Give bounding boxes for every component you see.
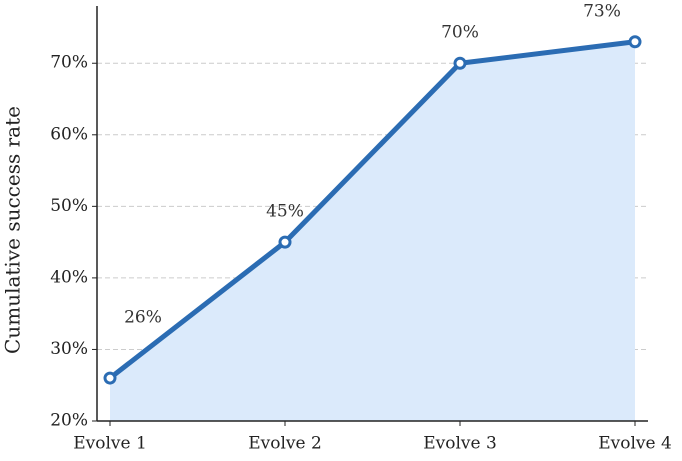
point <box>103 371 117 385</box>
x-tick-label: Evolve 1 <box>73 434 147 454</box>
y-tick-label: 70% <box>50 53 88 73</box>
x-tick-label: Evolve 4 <box>598 434 672 454</box>
x-tick-label: Evolve 2 <box>248 434 322 454</box>
point <box>628 35 642 49</box>
y-tick-label: 40% <box>50 267 88 287</box>
y-tick-label: 50% <box>50 196 88 216</box>
y-tick-label: 30% <box>50 339 88 359</box>
data-label: 26% <box>124 308 162 328</box>
area <box>110 41 635 421</box>
x-tick-label: Evolve 3 <box>423 434 497 454</box>
data-label: 45% <box>266 202 304 222</box>
data-label: 70% <box>441 23 479 43</box>
y-tick-label: 20% <box>50 411 88 431</box>
y-axis-label: Cumulative success rate <box>1 106 25 354</box>
data-label: 73% <box>583 1 621 21</box>
point <box>278 235 292 249</box>
point <box>453 56 467 70</box>
y-tick-label: 60% <box>50 124 88 144</box>
line <box>108 39 636 381</box>
